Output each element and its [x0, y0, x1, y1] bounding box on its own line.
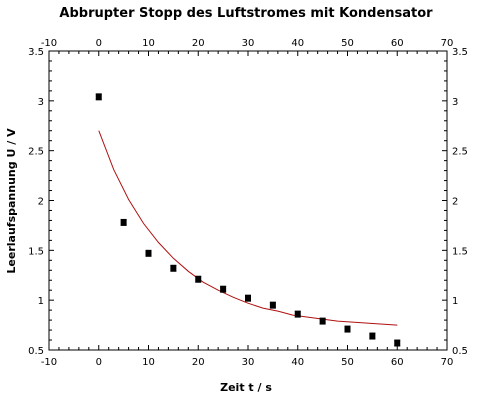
y-tick-label-left: 2 [38, 197, 44, 208]
plot-frame [48, 50, 448, 351]
x-tick-label-bottom: 10 [142, 357, 155, 368]
fit-curve [98, 130, 398, 326]
y-tick-label-left: 1 [38, 296, 44, 307]
x-tick-label-top: 60 [391, 38, 404, 49]
y-tick-label-right: 3 [452, 97, 458, 108]
data-point [245, 295, 251, 302]
x-tick-label-top: 70 [441, 38, 454, 49]
x-tick-label-bottom: 50 [341, 357, 354, 368]
chart-title: Abbrupter Stopp des Luftstromes mit Kond… [59, 6, 433, 21]
y-tick-label-right: 0.5 [452, 346, 468, 357]
x-tick-label-bottom: 20 [192, 357, 205, 368]
y-tick-label-left: 0.5 [28, 346, 44, 357]
y-tick-label-left: 2.5 [28, 147, 44, 158]
data-point [195, 276, 202, 283]
y-tick-label-right: 2 [452, 197, 458, 208]
data-point [269, 302, 276, 309]
x-axis-label: Zeit t / s [220, 381, 272, 394]
y-tick-label-right: 2.5 [452, 147, 468, 158]
y-tick-label-left: 3 [38, 97, 44, 108]
y-tick-label-right: 3.5 [452, 47, 468, 58]
data-point [394, 340, 401, 347]
x-tick-label-bottom: 60 [391, 357, 404, 368]
x-tick-label-bottom: 30 [242, 357, 255, 368]
x-tick-label-top: 40 [291, 38, 304, 49]
data-point [319, 318, 326, 325]
data-point [145, 250, 152, 257]
x-tick-label-bottom: 40 [291, 357, 304, 368]
x-tick-label-top: 20 [192, 38, 205, 49]
x-tick-label-top: -10 [41, 38, 57, 49]
data-point [220, 286, 227, 293]
y-tick-label-left: 1.5 [28, 246, 44, 257]
data-point [294, 311, 301, 318]
data-point [95, 93, 102, 100]
x-tick-label-top: 30 [242, 38, 255, 49]
y-tick-label-left: 3.5 [28, 47, 44, 58]
fit-layer [98, 130, 398, 326]
data-point [344, 326, 351, 333]
y-axis-label: Leerlaufspannung U / V [5, 128, 18, 274]
x-tick-label-top: 50 [341, 38, 354, 49]
data-point [170, 265, 177, 272]
data-points [95, 93, 401, 347]
data-point [369, 333, 376, 340]
x-tick-label-bottom: -10 [41, 357, 57, 368]
y-tick-label-right: 1.5 [452, 246, 468, 257]
x-tick-label-top: 10 [142, 38, 155, 49]
x-tick-label-bottom: 0 [96, 357, 102, 368]
data-point [120, 219, 127, 226]
y-tick-label-right: 1 [452, 296, 458, 307]
x-tick-label-bottom: 70 [441, 357, 454, 368]
x-tick-label-top: 0 [96, 38, 102, 49]
